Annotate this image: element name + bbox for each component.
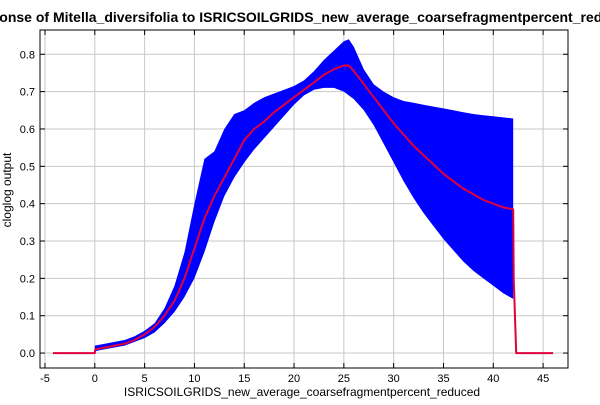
x-tick-label: 20 [288,373,300,385]
x-tick-label: 30 [388,373,400,385]
y-tick-label: 0.5 [20,161,35,173]
x-tick-label: 45 [537,373,549,385]
confidence-band-layer [94,39,514,352]
y-tick-label: 0.0 [20,348,35,360]
x-tick-label: 15 [238,373,250,385]
x-tick-label: 25 [338,373,350,385]
confidence-band [94,39,514,352]
x-tick-label: 5 [142,373,148,385]
series-line-layer [53,64,554,355]
tick-labels: -5 0 5 10 15 20 25 30 35 40 45 0.0 0.1 0.2 0.3 0.4 0.5 0.… [20,49,550,385]
x-tick-label: -5 [40,373,50,385]
x-tick-label: 40 [487,373,499,385]
y-tick-label: 0.1 [20,311,35,323]
x-tick-label: 10 [188,373,200,385]
y-tick-label: 0.3 [20,236,35,248]
plot-border [39,29,569,369]
y-tick-label: 0.7 [20,87,35,99]
x-tick-label: 0 [92,373,98,385]
chart-title: Response of Mitella_diversifolia to ISRI… [0,9,600,25]
response-line [53,64,554,355]
plot-frame [39,29,569,369]
y-tick-label: 0.4 [20,199,35,211]
x-axis-label: ISRICSOILGRIDS_new_average_coarsefragmen… [124,385,480,399]
y-tick-label: 0.2 [20,273,35,285]
y-tick-label: 0.8 [20,49,35,61]
y-axis-label: cloglog output [0,152,14,227]
x-tick-label: 35 [437,373,449,385]
y-tick-label: 0.6 [20,124,35,136]
